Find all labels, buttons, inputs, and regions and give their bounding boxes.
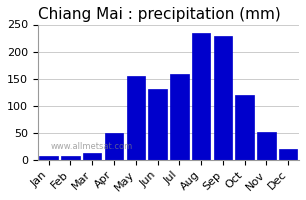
- Bar: [148, 89, 167, 160]
- Text: Chiang Mai : precipitation (mm): Chiang Mai : precipitation (mm): [38, 7, 281, 22]
- Bar: [192, 33, 210, 160]
- Bar: [126, 76, 145, 160]
- Bar: [170, 74, 188, 160]
- Bar: [235, 95, 254, 160]
- Bar: [214, 36, 232, 160]
- Bar: [279, 149, 297, 160]
- Bar: [257, 132, 276, 160]
- Bar: [61, 156, 80, 160]
- Bar: [39, 156, 58, 160]
- Text: www.allmetsat.com: www.allmetsat.com: [51, 142, 133, 151]
- Bar: [83, 153, 102, 160]
- Bar: [105, 133, 123, 160]
